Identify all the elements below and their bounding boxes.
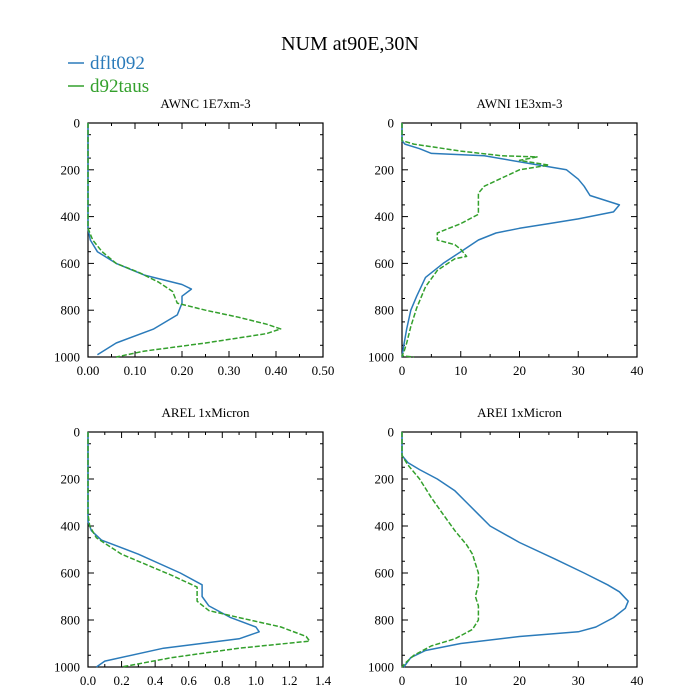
x-tick-label-arei: 20: [513, 673, 526, 688]
y-tick-label-awnc: 800: [61, 303, 81, 318]
x-tick-label-arel: 0.8: [214, 673, 230, 688]
y-tick-label-awni: 800: [375, 303, 395, 318]
y-tick-label-arel: 800: [61, 613, 81, 628]
x-tick-label-arei: 40: [631, 673, 644, 688]
y-tick-label-arei: 200: [375, 472, 395, 487]
y-tick-label-arei: 0: [388, 425, 395, 440]
y-tick-label-awni: 600: [375, 256, 395, 271]
y-tick-label-awnc: 1000: [54, 350, 80, 365]
series-line-awni-d92taus: [401, 123, 550, 358]
series-line-arei-d92taus: [401, 432, 480, 668]
panel-title-arei: AREI 1xMicron: [477, 405, 562, 420]
x-tick-label-awni: 20: [513, 363, 526, 378]
x-tick-label-awni: 0: [399, 363, 406, 378]
series-line-awnc-dflt092: [87, 123, 193, 356]
series-line-awni-dflt092: [401, 123, 621, 358]
x-tick-label-arei: 30: [572, 673, 585, 688]
y-tick-label-arel: 400: [61, 519, 81, 534]
plot-frame-arel: [87, 431, 324, 668]
y-tick-label-awnc: 0: [74, 116, 81, 131]
y-tick-label-awnc: 200: [61, 162, 81, 177]
y-tick-label-arei: 600: [375, 566, 395, 581]
legend-label-dflt092: dflt092: [90, 53, 145, 74]
plot-frame-arei: [401, 431, 638, 668]
panel-title-awnc: AWNC 1E7xm-3: [160, 96, 250, 111]
y-tick-label-awni: 400: [375, 209, 395, 224]
y-tick-label-arel: 1000: [54, 660, 80, 675]
x-tick-label-arel: 1.0: [248, 673, 264, 688]
x-tick-label-awnc: 0.00: [77, 363, 100, 378]
panel-awni: AWNI 1E3xm-3 0 200 400 600 800 1000 0 10 20 30 40: [368, 96, 644, 378]
panel-title-awni: AWNI 1E3xm-3: [477, 96, 563, 111]
legend: dflt092 d92taus: [68, 53, 149, 97]
series-line-arel-dflt092: [87, 432, 260, 668]
x-tick-label-awni: 10: [454, 363, 467, 378]
x-tick-label-arel: 0.2: [113, 673, 129, 688]
x-tick-label-arel: 0.6: [181, 673, 198, 688]
x-tick-label-arel: 1.4: [315, 673, 332, 688]
y-tick-label-awni: 200: [375, 162, 395, 177]
series-line-arei-dflt092: [401, 432, 629, 668]
x-tick-label-arel: 0.0: [80, 673, 96, 688]
y-tick-label-awnc: 400: [61, 209, 81, 224]
plot-frame-awnc: [87, 122, 324, 358]
y-tick-label-arei: 800: [375, 613, 395, 628]
y-tick-label-arei: 400: [375, 519, 395, 534]
figure-title: NUM at90E,30N: [281, 33, 419, 55]
y-tick-label-arel: 0: [74, 425, 81, 440]
x-tick-label-arel: 1.2: [281, 673, 297, 688]
panel-arei: AREI 1xMicron 0 200 400 600 800 1000 0 10 20 30 40: [368, 405, 644, 688]
x-tick-label-arel: 0.4: [147, 673, 164, 688]
x-tick-label-awnc: 0.10: [124, 363, 147, 378]
y-tick-label-awnc: 600: [61, 256, 81, 271]
y-tick-label-awni: 0: [388, 116, 395, 131]
y-tick-label-awni: 1000: [368, 350, 394, 365]
x-tick-label-arei: 0: [399, 673, 406, 688]
x-tick-label-awnc: 0.20: [171, 363, 194, 378]
series-line-arel-d92taus: [87, 432, 311, 668]
x-tick-label-awnc: 0.40: [265, 363, 288, 378]
y-tick-label-arei: 1000: [368, 660, 394, 675]
panel-title-arel: AREL 1xMicron: [162, 405, 250, 420]
x-tick-label-awni: 30: [572, 363, 585, 378]
x-tick-label-arei: 10: [454, 673, 467, 688]
series-line-awnc-d92taus: [87, 123, 282, 358]
legend-label-d92taus: d92taus: [90, 76, 149, 97]
x-tick-label-awnc: 0.50: [312, 363, 335, 378]
y-tick-label-arel: 200: [61, 472, 81, 487]
y-tick-label-arel: 600: [61, 566, 81, 581]
x-tick-label-awnc: 0.30: [218, 363, 241, 378]
x-tick-label-awni: 40: [631, 363, 644, 378]
